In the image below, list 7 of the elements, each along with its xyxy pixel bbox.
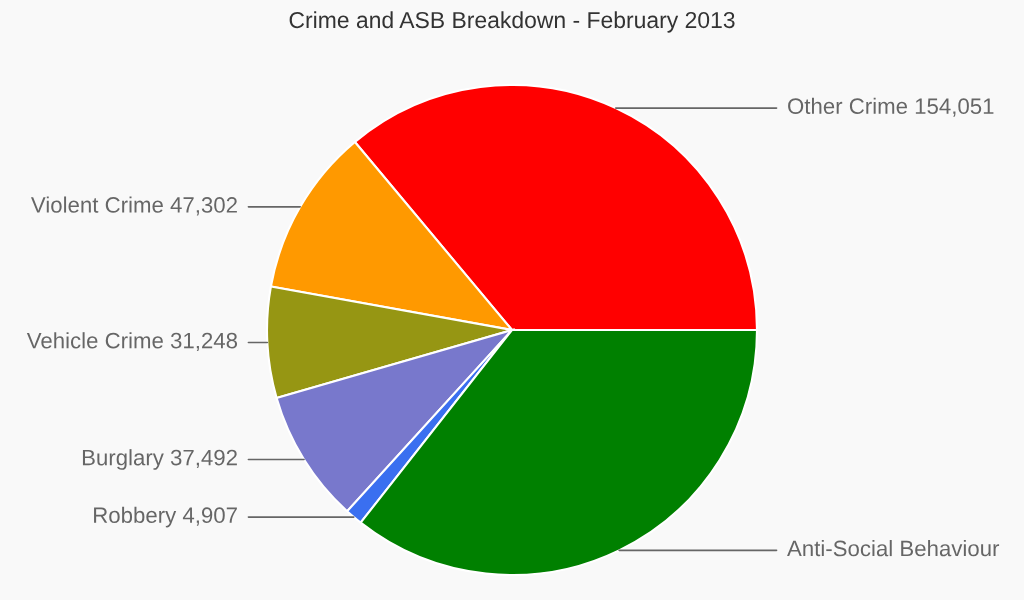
slice-label: Burglary 37,492 <box>82 449 237 470</box>
chart-title: Crime and ASB Breakdown - February 2013 <box>289 11 735 33</box>
slice-label: Anti-Social Behaviour <box>787 539 1000 557</box>
slice-label: Violent Crime 47,302 <box>30 196 237 216</box>
slice-label: Robbery 4,907 <box>94 506 237 528</box>
slice-label: Other Crime 154,051 <box>788 97 994 117</box>
slice-label: Vehicle Crime 31,248 <box>26 332 238 352</box>
